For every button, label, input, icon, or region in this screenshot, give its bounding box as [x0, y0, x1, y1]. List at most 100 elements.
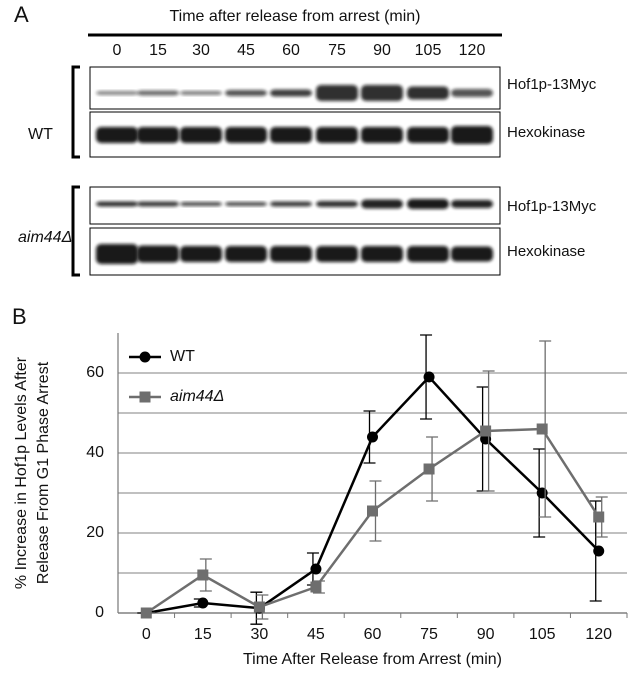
blot-band: [137, 245, 179, 263]
blot-band: [407, 199, 449, 209]
blot-band: [316, 85, 358, 101]
blot-band: [451, 246, 493, 262]
x-tick-label: 105: [529, 626, 556, 643]
y-tick-label: 40: [86, 444, 104, 461]
blot-band: [361, 85, 403, 101]
y-tick-label: 60: [86, 364, 104, 381]
timepoint-label: 105: [415, 42, 442, 59]
blot-band: [137, 127, 179, 143]
timepoint-label: 120: [459, 42, 486, 59]
blot-band: [270, 246, 312, 262]
blot-band: [96, 91, 138, 95]
timepoint-label: 90: [373, 42, 391, 59]
blot-band: [451, 89, 493, 97]
blot-band: [270, 89, 312, 97]
blot-band: [407, 86, 449, 100]
blot-band: [316, 127, 358, 143]
x-tick-label: 0: [142, 626, 151, 643]
data-point: [593, 545, 605, 557]
data-point: [367, 505, 378, 517]
blot-frame: [89, 227, 501, 276]
blot-header: Time after release from arrest (min): [169, 8, 420, 25]
blot-band: [225, 246, 267, 262]
blot-frame: [89, 186, 501, 225]
row-label: Hof1p-13Myc: [507, 76, 597, 93]
y-tick-label: 20: [86, 524, 104, 541]
blot-band: [96, 201, 138, 207]
data-point: [480, 425, 492, 437]
y-tick-label: 0: [95, 604, 104, 621]
legend-label: aim44Δ: [170, 388, 224, 405]
blot-band: [407, 246, 449, 262]
blot-band: [180, 127, 222, 143]
row-label: Hof1p-13Myc: [507, 198, 597, 215]
x-tick-label: 90: [477, 626, 495, 643]
row-label: Hexokinase: [507, 124, 585, 141]
data-point: [593, 511, 605, 523]
y-axis-label: % Increase in Hof1p Levels After: [13, 356, 30, 589]
data-point: [423, 463, 435, 475]
timepoint-label: 45: [237, 42, 255, 59]
x-tick-label: 60: [364, 626, 382, 643]
strain-label: aim44Δ: [18, 229, 72, 246]
blot-band: [96, 127, 138, 143]
blot-band: [361, 199, 403, 209]
blot-bands: [96, 85, 493, 264]
blot-band: [316, 201, 358, 207]
blot-band: [225, 90, 267, 96]
panel-label: B: [12, 304, 27, 329]
row-label: Hexokinase: [507, 243, 585, 260]
blot-band: [96, 244, 138, 264]
blot-band: [451, 126, 493, 144]
blot-band: [180, 91, 222, 95]
bracket: [71, 185, 80, 277]
blot-band: [361, 246, 403, 262]
blot-frame: [89, 66, 501, 110]
data-point: [367, 431, 378, 443]
blot-band: [180, 246, 222, 262]
data-point: [536, 487, 548, 499]
x-tick-label: 120: [585, 626, 612, 643]
data-point: [139, 351, 151, 363]
data-point: [310, 581, 322, 593]
blot-band: [316, 246, 358, 262]
panel-label: A: [14, 2, 29, 27]
data-point: [140, 607, 152, 619]
legend-label: WT: [170, 348, 195, 365]
data-point: [423, 371, 435, 383]
series-line: [145, 427, 600, 615]
data-point: [310, 563, 322, 575]
data-point: [139, 391, 151, 403]
x-axis-label: Time After Release from Arrest (min): [243, 651, 502, 668]
y-axis-label: Release From G1 Phase Arrest: [35, 361, 52, 584]
blot-band: [451, 200, 493, 208]
timepoint-label: 0: [113, 42, 122, 59]
blot-band: [225, 202, 267, 206]
strain-label: WT: [28, 126, 53, 143]
blot-band: [361, 127, 403, 143]
blot-band: [225, 127, 267, 143]
data-point: [197, 597, 209, 609]
blot-frame: [89, 111, 501, 158]
data-point: [536, 423, 548, 435]
line-chart: 0 20 40 60 0 15 30 45 60 75 90 105 120 Time After Rel…: [13, 333, 628, 668]
data-point: [197, 569, 209, 581]
blot-band: [270, 127, 312, 143]
blot-band: [137, 90, 179, 96]
blot-band: [137, 201, 179, 207]
data-point: [253, 601, 265, 613]
timepoint-labels: 0 15 30 45 60 75 90 105 120: [113, 42, 486, 59]
timepoint-label: 15: [149, 42, 167, 59]
blot-band: [180, 202, 222, 206]
x-tick-label: 30: [250, 626, 268, 643]
timepoint-label: 30: [192, 42, 210, 59]
x-tick-label: 75: [420, 626, 438, 643]
bracket: [71, 65, 80, 159]
timepoint-label: 60: [282, 42, 300, 59]
timepoint-label: 75: [328, 42, 346, 59]
blot-band: [407, 127, 449, 143]
x-tick-label: 45: [307, 626, 325, 643]
blot-band: [270, 201, 312, 207]
